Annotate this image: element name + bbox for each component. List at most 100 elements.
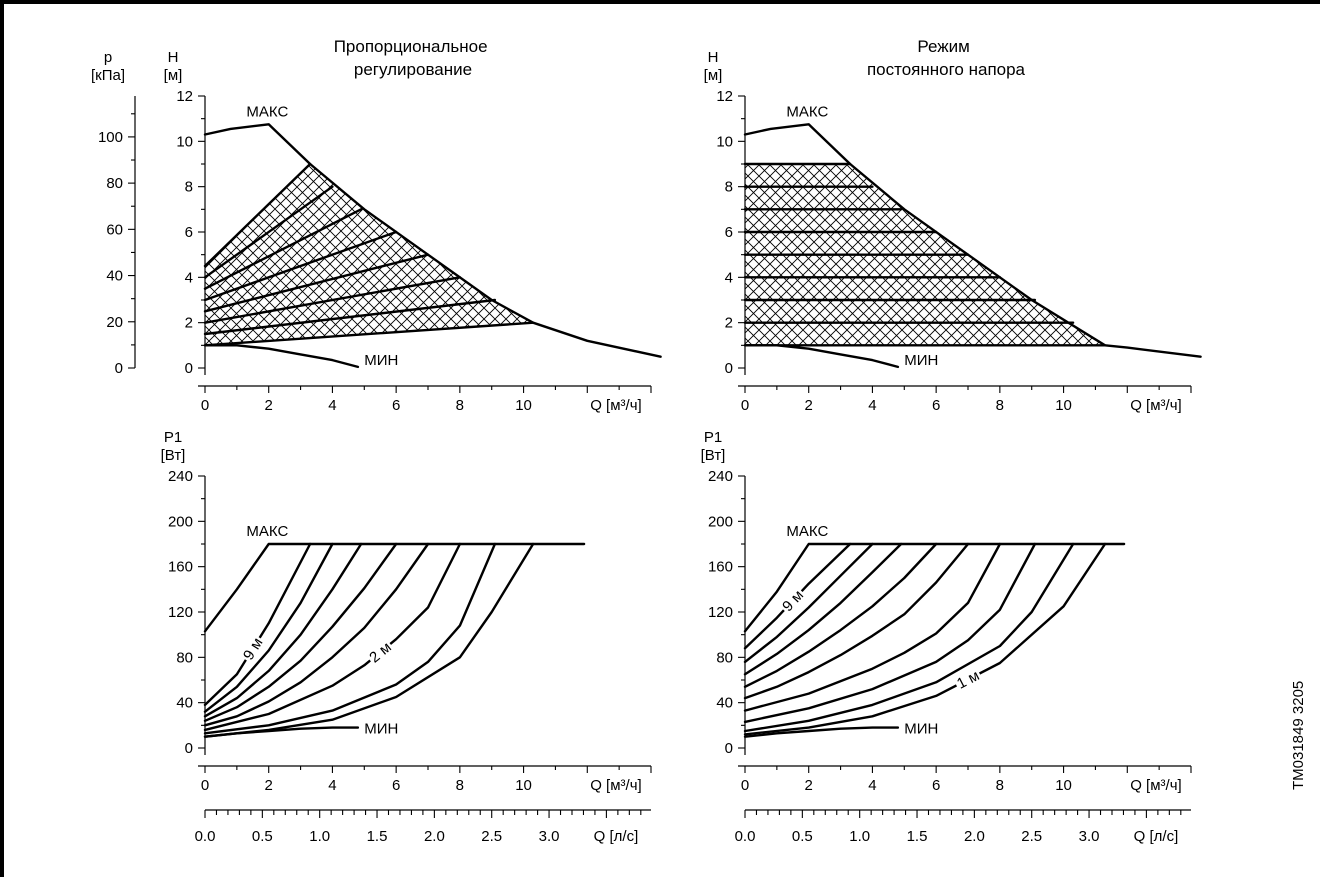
max-label: МАКС xyxy=(786,523,828,540)
curve-label-bg xyxy=(365,637,396,667)
flow-ls-tick-label: 2.5 xyxy=(481,828,502,845)
title-constant: Режим постоянного напора xyxy=(867,37,1026,79)
control-curve xyxy=(203,230,398,302)
x-tick-label: 8 xyxy=(996,397,1004,414)
title-constant-line1: Режим xyxy=(917,37,969,56)
title-constant-line2: постоянного напора xyxy=(867,60,1026,79)
y-tick-label: 6 xyxy=(725,224,733,241)
flow-ls-axis-label: Q [л/с] xyxy=(1134,828,1179,845)
pressure-axis-label-name: p xyxy=(104,49,112,66)
control-curve xyxy=(203,162,312,268)
x-tick-label: 4 xyxy=(868,777,876,794)
y-axis-label-unit: [м] xyxy=(164,67,183,84)
x-tick-label: 8 xyxy=(456,397,464,414)
y-axis-label-name: H xyxy=(708,49,719,66)
y-tick-label: 8 xyxy=(725,179,733,196)
flow-ls-tick-label: 0.5 xyxy=(792,828,813,845)
x-tick-label: 2 xyxy=(265,397,273,414)
min-label: МИН xyxy=(364,352,398,369)
min-label: МИН xyxy=(904,721,938,738)
x-tick-label: 10 xyxy=(515,777,532,794)
control-curve xyxy=(203,321,535,347)
control-curve xyxy=(203,542,363,718)
x-tick-label: 8 xyxy=(996,777,1004,794)
y-axis-label-name: P1 xyxy=(164,429,182,446)
y-tick-label: 0 xyxy=(725,740,733,757)
x-tick-label: 0 xyxy=(201,777,209,794)
y-tick-label: 2 xyxy=(185,315,193,332)
flow-ls-tick-label: 3.0 xyxy=(1079,828,1100,845)
x-tick-label: 0 xyxy=(741,777,749,794)
control-curve xyxy=(743,542,1075,733)
flow-ls-tick-label: 2.0 xyxy=(964,828,985,845)
control-curve xyxy=(203,298,497,336)
x-axis-label: Q [м³/ч] xyxy=(590,397,641,414)
flow-ls-tick-label: 1.5 xyxy=(367,828,388,845)
x-tick-label: 10 xyxy=(1055,777,1072,794)
y-axis-label-name: P1 xyxy=(704,429,722,446)
curve-label-bg xyxy=(778,585,808,616)
y-tick-label: 160 xyxy=(168,559,193,576)
y-tick-label: 6 xyxy=(185,224,193,241)
y-axis-label-unit: [Вт] xyxy=(701,447,726,464)
x-axis-label: Q [м³/ч] xyxy=(1130,777,1181,794)
flow-ls-tick-label: 2.5 xyxy=(1021,828,1042,845)
x-tick-label: 6 xyxy=(932,777,940,794)
x-tick-label: 10 xyxy=(1055,397,1072,414)
max-curve xyxy=(203,542,586,633)
control-curve xyxy=(203,542,535,738)
x-axis-label: Q [м³/ч] xyxy=(1130,397,1181,414)
flow-ls-tick-label: 1.0 xyxy=(849,828,870,845)
flow-ls-tick-label: 2.0 xyxy=(424,828,445,845)
document-code: TM031849 3205 xyxy=(1290,681,1307,790)
y-tick-label: 12 xyxy=(716,88,733,105)
y-axis-label-unit: [м] xyxy=(704,67,723,84)
x-tick-label: 6 xyxy=(932,397,940,414)
hq-constant-panel: 0 2 4 6 8 10 12 0 2 4 6 8 10 Q [м³/ч] H[м] МАКС МИН xyxy=(704,49,1202,414)
control-curve xyxy=(203,542,497,735)
y-tick-label: 10 xyxy=(176,133,193,150)
title-proportional-line2: регулирование xyxy=(354,60,472,79)
title-proportional: Пропорциональное регулирование xyxy=(334,37,493,79)
y-tick-label: 8 xyxy=(185,179,193,196)
y-tick-label: 2 xyxy=(725,315,733,332)
control-curve xyxy=(743,542,1037,724)
y-axis-label-unit: [Вт] xyxy=(161,447,186,464)
y-tick-label: 10 xyxy=(716,133,733,150)
min-label: МИН xyxy=(904,352,938,369)
flow-ls-tick-label: 1.0 xyxy=(309,828,330,845)
x-tick-label: 8 xyxy=(456,777,464,794)
control-curve xyxy=(203,208,363,290)
y-tick-label: 4 xyxy=(725,269,733,286)
title-proportional-line1: Пропорциональное xyxy=(334,37,488,56)
hatched-operating-region xyxy=(205,164,534,346)
y-tick-label: 0 xyxy=(725,360,733,377)
y-tick-label: 200 xyxy=(168,513,193,530)
control-curve xyxy=(743,542,874,664)
x-tick-label: 4 xyxy=(868,397,876,414)
x-tick-label: 4 xyxy=(328,777,336,794)
min-curve xyxy=(743,726,900,738)
x-tick-label: 2 xyxy=(805,777,813,794)
pressure-tick-label: 60 xyxy=(106,221,123,238)
pressure-tick-label: 20 xyxy=(106,314,123,331)
y-tick-label: 120 xyxy=(708,604,733,621)
p1-proportional-panel: 0 40 80 120 160 200 240 0 2 4 6 8 10 Q [м³/ч] P1[Вт] МА… xyxy=(161,429,652,845)
x-tick-label: 4 xyxy=(328,397,336,414)
x-tick-label: 10 xyxy=(515,397,532,414)
y-tick-label: 240 xyxy=(708,468,733,485)
x-tick-label: 2 xyxy=(265,777,273,794)
y-tick-label: 0 xyxy=(185,360,193,377)
control-curve xyxy=(743,542,938,688)
y-tick-label: 160 xyxy=(708,559,733,576)
y-tick-label: 80 xyxy=(716,649,733,666)
x-tick-label: 6 xyxy=(392,777,400,794)
curve-label-bg xyxy=(239,633,267,665)
control-curve xyxy=(203,253,430,313)
pressure-tick-label: 0 xyxy=(115,360,123,377)
control-curve xyxy=(203,542,430,727)
y-tick-label: 40 xyxy=(716,695,733,712)
flow-ls-tick-label: 0.0 xyxy=(735,828,756,845)
